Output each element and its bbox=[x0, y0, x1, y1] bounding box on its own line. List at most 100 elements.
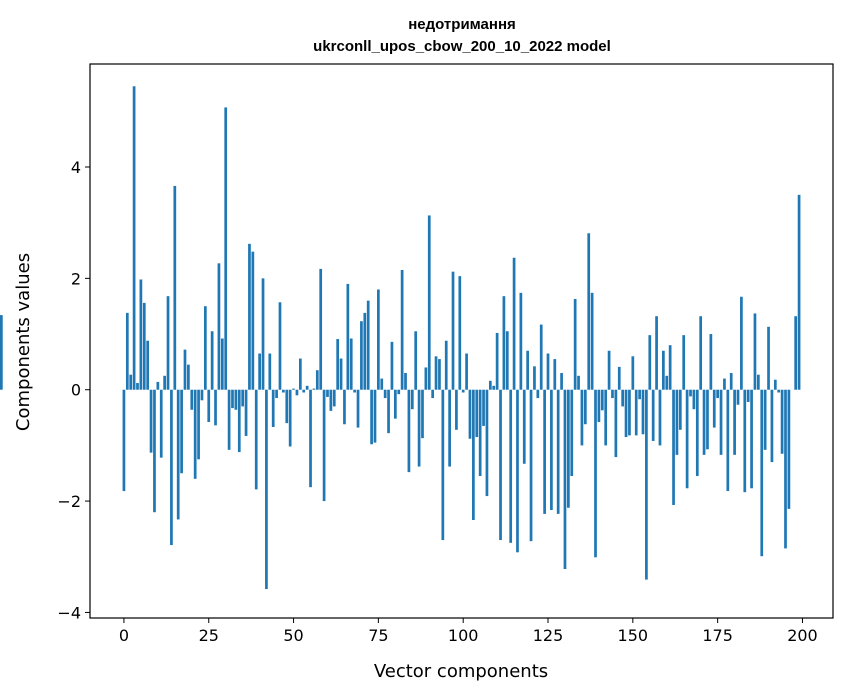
bar bbox=[390, 341, 394, 390]
bar bbox=[163, 375, 166, 390]
bar bbox=[651, 389, 655, 441]
bar bbox=[797, 194, 801, 390]
bar bbox=[600, 389, 604, 411]
bar bbox=[156, 381, 160, 390]
bar bbox=[170, 389, 173, 546]
bar-series bbox=[0, 86, 801, 590]
bar bbox=[668, 345, 672, 390]
bar bbox=[441, 389, 445, 541]
bar bbox=[200, 389, 204, 401]
bar bbox=[699, 316, 703, 390]
y-axis-label: Components values bbox=[13, 253, 34, 431]
bar bbox=[678, 389, 682, 430]
bar bbox=[787, 389, 791, 509]
bar bbox=[536, 389, 540, 399]
bar bbox=[220, 338, 224, 390]
bar bbox=[373, 389, 377, 443]
bar bbox=[315, 370, 319, 390]
x-tick-label: 0 bbox=[119, 626, 129, 645]
bar bbox=[539, 324, 543, 390]
bar bbox=[254, 389, 258, 490]
bar bbox=[298, 358, 302, 390]
bar bbox=[543, 389, 546, 514]
bar bbox=[614, 389, 618, 458]
bar bbox=[689, 389, 692, 397]
bar bbox=[312, 388, 316, 390]
bar bbox=[305, 385, 309, 390]
x-axis-label: Vector components bbox=[374, 661, 548, 682]
bar bbox=[377, 289, 380, 390]
bar bbox=[268, 353, 272, 390]
y-tick-label: −4 bbox=[57, 603, 81, 622]
bar bbox=[770, 389, 774, 463]
bar bbox=[353, 389, 356, 393]
bar bbox=[794, 316, 798, 390]
bar bbox=[485, 389, 489, 497]
x-tick-label: 100 bbox=[448, 626, 479, 645]
bar bbox=[736, 389, 740, 405]
bar bbox=[665, 375, 669, 390]
bar bbox=[658, 389, 662, 446]
bar bbox=[695, 389, 699, 477]
bar bbox=[387, 389, 390, 434]
bar bbox=[743, 389, 747, 493]
bar bbox=[322, 389, 326, 502]
bar bbox=[767, 326, 770, 390]
bar bbox=[444, 340, 448, 390]
bar bbox=[509, 389, 513, 543]
bar bbox=[231, 389, 234, 409]
bar bbox=[349, 338, 353, 390]
bar bbox=[142, 302, 146, 390]
bar bbox=[159, 389, 163, 458]
bar bbox=[468, 389, 472, 439]
bar bbox=[210, 331, 214, 390]
bar bbox=[427, 215, 431, 390]
bar bbox=[560, 373, 563, 390]
bar bbox=[400, 270, 404, 390]
bar bbox=[237, 389, 241, 453]
bar bbox=[234, 389, 238, 410]
bar bbox=[624, 389, 628, 438]
bar bbox=[662, 350, 665, 390]
bar bbox=[302, 389, 306, 393]
bar bbox=[502, 296, 506, 390]
bar bbox=[431, 389, 435, 399]
bar bbox=[580, 389, 584, 446]
bar bbox=[577, 375, 580, 390]
bar bbox=[583, 389, 587, 425]
bar bbox=[244, 389, 248, 436]
bar bbox=[383, 389, 387, 399]
bar bbox=[417, 389, 421, 467]
bar bbox=[343, 389, 346, 425]
bar bbox=[733, 389, 736, 455]
bar bbox=[190, 389, 194, 410]
bar bbox=[488, 380, 492, 390]
bar bbox=[702, 389, 706, 455]
bar bbox=[607, 350, 611, 390]
bar bbox=[187, 364, 190, 390]
bar bbox=[777, 389, 781, 393]
bar bbox=[448, 389, 451, 467]
chart-subtitle: ukrconll_upos_cbow_200_10_2022 model bbox=[313, 38, 611, 55]
x-tick-label: 200 bbox=[787, 626, 818, 645]
bar bbox=[393, 389, 397, 419]
bar bbox=[146, 340, 150, 390]
bar bbox=[723, 378, 726, 390]
bar bbox=[356, 389, 360, 428]
bar bbox=[746, 389, 750, 402]
bar bbox=[265, 389, 268, 590]
bar bbox=[590, 292, 594, 390]
bar bbox=[712, 389, 716, 428]
bar bbox=[546, 353, 550, 390]
bar bbox=[519, 292, 523, 390]
bar bbox=[125, 312, 129, 390]
bar bbox=[492, 385, 496, 390]
bar bbox=[404, 373, 407, 390]
y-tick-label: 2 bbox=[71, 269, 81, 288]
bar bbox=[278, 302, 282, 390]
bar bbox=[251, 251, 255, 390]
bar bbox=[275, 389, 278, 399]
bar bbox=[641, 389, 645, 435]
bar bbox=[149, 389, 153, 453]
